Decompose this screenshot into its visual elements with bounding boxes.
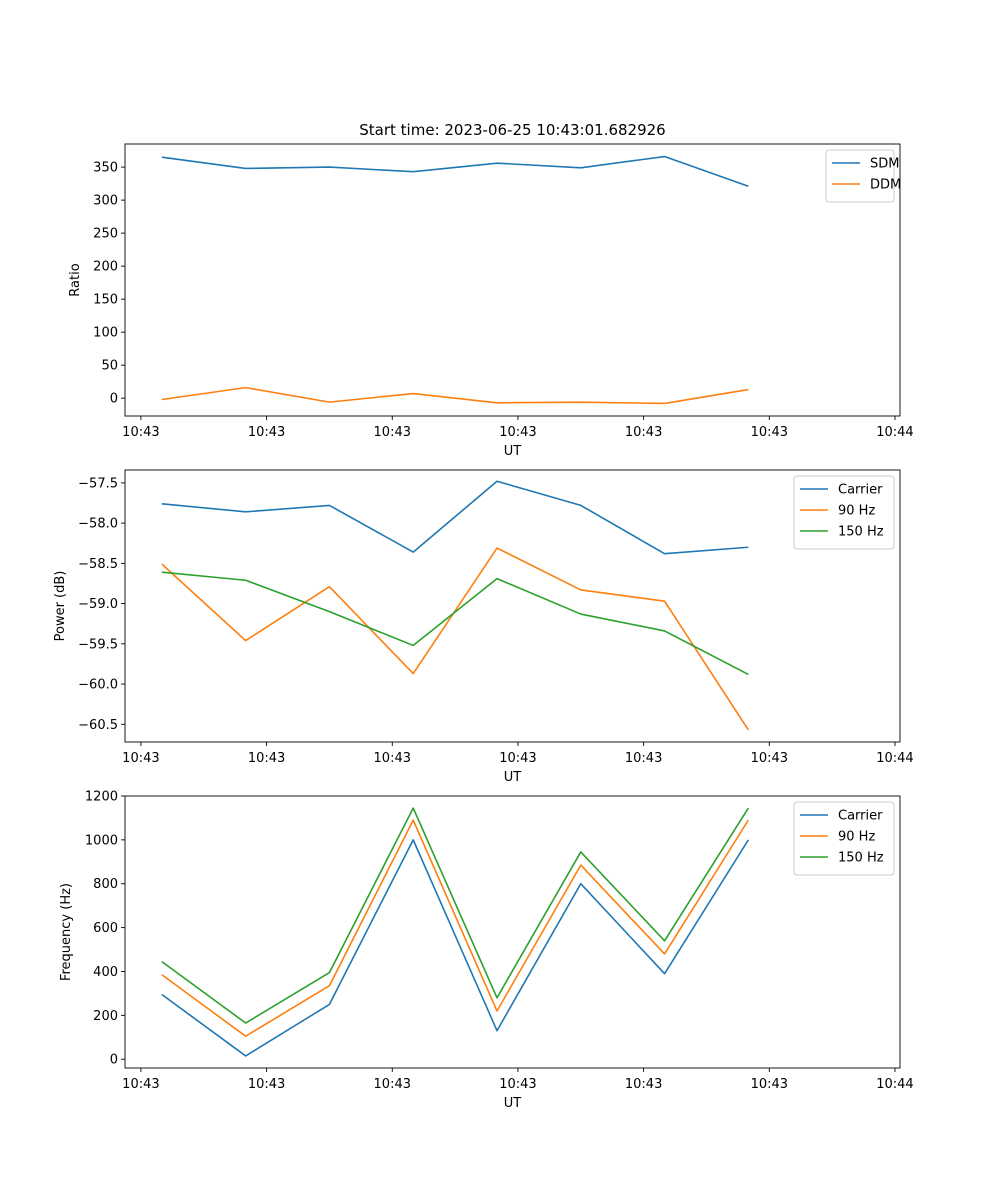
y-tick-label: 250 <box>93 227 118 242</box>
y-tick-label: 150 <box>93 293 118 308</box>
x-axis-label: UT <box>504 770 522 785</box>
x-tick-label: 10:43 <box>122 751 159 766</box>
x-tick-label: 10:43 <box>248 751 285 766</box>
y-tick-label: 600 <box>93 921 118 936</box>
plot-frame <box>124 795 901 1069</box>
subplot-1: Start time: 2023-06-25 10:43:01.682926 10… <box>68 121 914 459</box>
x-tick-label: 10:43 <box>122 1077 159 1092</box>
series-line-90-hz <box>161 819 750 1037</box>
plot-frame <box>124 143 901 417</box>
y-tick-label: −59.5 <box>78 637 118 652</box>
legend-entry: SDM <box>870 157 899 172</box>
legend-entry: 90 Hz <box>838 504 875 519</box>
legend-entry: Carrier <box>838 483 883 498</box>
legend-entry: Carrier <box>838 809 883 824</box>
chart-title: Start time: 2023-06-25 10:43:01.682926 <box>359 121 665 139</box>
y-tick-label: 400 <box>93 965 118 980</box>
y-tick-label: 1000 <box>85 833 118 848</box>
x-tick-label: 10:43 <box>751 1077 788 1092</box>
series-line-150-hz <box>161 807 750 1024</box>
x-tick-label: 10:43 <box>499 425 536 440</box>
x-tick-label: 10:43 <box>248 1077 285 1092</box>
y-tick-label: −60.0 <box>78 678 118 693</box>
subplot-3: 10:43 10:43 10:43 10:43 10:43 10:43 10:44 0 200 4… <box>59 790 914 1112</box>
legend-entry: 90 Hz <box>838 830 875 845</box>
series-line-carrier <box>161 839 750 1057</box>
subplot-2: 10:43 10:43 10:43 10:43 10:43 10:43 10:44 −60.5… <box>53 469 914 785</box>
y-tick-label: −58.0 <box>78 517 118 532</box>
series-line-carrier <box>161 480 749 555</box>
legend-entry: 150 Hz <box>838 525 884 540</box>
y-tick-label: 350 <box>93 161 118 176</box>
x-tick-label: 10:43 <box>248 425 285 440</box>
series-line-150-hz <box>161 571 749 676</box>
x-tick-label: 10:43 <box>374 1077 411 1092</box>
series-line-ddm <box>161 386 749 405</box>
x-tick-label: 10:44 <box>876 1077 913 1092</box>
y-tick-label: 1200 <box>85 790 118 805</box>
x-tick-label: 10:43 <box>625 751 662 766</box>
x-tick-label: 10:43 <box>374 751 411 766</box>
x-tick-label: 10:43 <box>499 1077 536 1092</box>
x-tick-label: 10:43 <box>625 425 662 440</box>
y-tick-label: −60.5 <box>78 718 118 733</box>
y-axis-label: Power (dB) <box>53 571 68 642</box>
x-tick-label: 10:43 <box>751 751 788 766</box>
x-tick-label: 10:43 <box>751 425 788 440</box>
x-axis-label: UT <box>504 1096 522 1111</box>
y-tick-label: −57.5 <box>78 476 118 491</box>
y-tick-label: 0 <box>110 1053 118 1068</box>
legend: Carrier 90 Hz 150 Hz <box>793 801 895 876</box>
y-tick-label: 50 <box>101 359 118 374</box>
subplots: Start time: 2023-06-25 10:43:01.682926 10… <box>53 121 914 1111</box>
y-tick-label: 800 <box>93 877 118 892</box>
y-tick-label: 100 <box>93 326 118 341</box>
legend-entry: 150 Hz <box>838 851 884 866</box>
legend-entry: DDM <box>870 178 901 193</box>
x-tick-label: 10:43 <box>122 425 159 440</box>
legend: SDM DDM <box>825 149 901 203</box>
y-tick-label: 0 <box>110 392 118 407</box>
y-tick-label: 200 <box>93 260 118 275</box>
y-tick-label: −58.5 <box>78 557 118 572</box>
x-tick-label: 10:43 <box>499 751 536 766</box>
series-line-90-hz <box>161 547 750 731</box>
y-axis-label: Frequency (Hz) <box>59 883 74 981</box>
series-line-sdm <box>161 155 749 188</box>
x-tick-label: 10:43 <box>625 1077 662 1092</box>
y-tick-label: 200 <box>93 1009 118 1024</box>
x-tick-label: 10:43 <box>374 425 411 440</box>
x-tick-label: 10:44 <box>876 425 913 440</box>
x-tick-label: 10:44 <box>876 751 913 766</box>
x-axis-label: UT <box>504 444 522 459</box>
y-axis-label: Ratio <box>68 263 83 296</box>
y-tick-label: −59.0 <box>78 597 118 612</box>
plot-frame <box>124 469 901 743</box>
y-tick-label: 300 <box>93 194 118 209</box>
legend: Carrier 90 Hz 150 Hz <box>793 475 895 550</box>
